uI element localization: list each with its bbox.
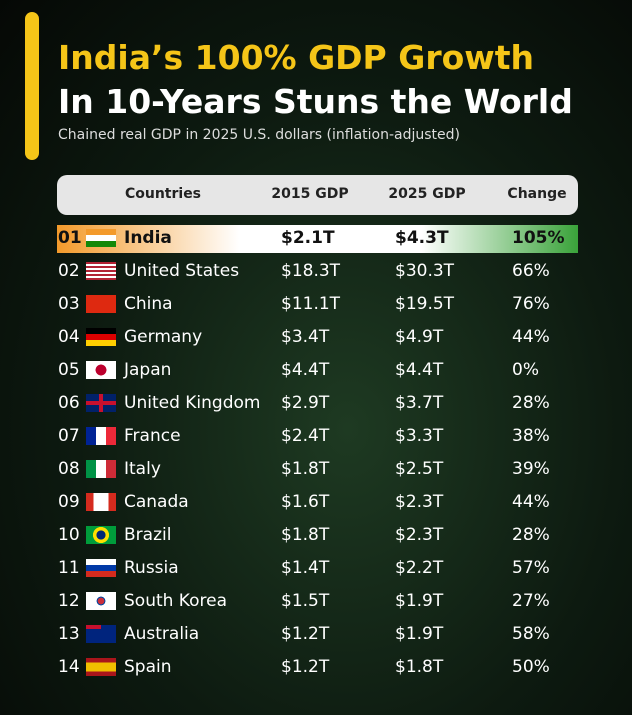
flag-icon [86,427,116,445]
gdp-value: $30.3T [395,261,455,281]
flag-icon [86,559,116,577]
column-header: 2015 GDP [271,186,349,202]
subtitle: Chained real GDP in 2025 U.S. dollars (i… [58,127,460,143]
gdp-value: $2.1T [281,228,335,248]
flag-icon [86,460,116,478]
flag-icon [86,658,116,676]
flag-icon [86,361,116,379]
table-header [57,175,578,215]
gdp-value: $2.4T [281,426,330,446]
column-header: 2025 GDP [388,186,466,202]
gdp-value: $2.2T [395,558,444,578]
gdp-value: $2.9T [281,393,330,413]
title: In 10-Years Stuns the World [58,82,573,121]
flag-icon [86,625,116,643]
country-name: India [124,228,172,248]
gdp-value: $3.7T [395,393,444,413]
gdp-value: $18.3T [281,261,341,281]
change: 39% [512,459,550,479]
gdp-value: $11.1T [281,294,341,314]
gdp-value: $1.5T [281,591,330,611]
change: 105% [512,228,565,248]
change: 57% [512,558,550,578]
gdp-value: $1.2T [281,657,330,677]
rank: 05 [58,360,80,380]
rank: 11 [58,558,80,578]
flag-icon [86,394,116,412]
country-name: Japan [124,360,172,380]
change: 38% [512,426,550,446]
country-name: Russia [124,558,179,578]
country-name: China [124,294,173,314]
change: 0% [512,360,539,380]
country-name: Germany [124,327,203,347]
country-name: Australia [124,624,200,644]
change: 27% [512,591,550,611]
country-name: Spain [124,657,172,677]
gdp-value: $2.5T [395,459,444,479]
gdp-value: $1.4T [281,558,330,578]
flag-icon [86,262,116,280]
accent-bar [25,12,39,160]
highlight-row [57,225,578,253]
gdp-value: $1.8T [395,657,444,677]
gdp-value: $3.4T [281,327,330,347]
change: 44% [512,327,550,347]
gdp-value: $1.9T [395,624,444,644]
column-header: Countries [124,186,202,202]
change: 76% [512,294,550,314]
country-name: Brazil [124,525,172,545]
flag-icon [86,592,116,610]
change: 28% [512,393,550,413]
gdp-value: $4.9T [395,327,444,347]
gdp-value: $1.9T [395,591,444,611]
gdp-value: $4.3T [395,228,449,248]
gdp-value: $1.6T [281,492,330,512]
rank: 09 [58,492,80,512]
rank: 01 [58,228,82,248]
rank: 10 [58,525,80,545]
gdp-value: $19.5T [395,294,455,314]
change: 58% [512,624,550,644]
rank: 13 [58,624,80,644]
gdp-value: $1.8T [281,459,330,479]
flag-icon [86,328,116,346]
gdp-value: $4.4T [395,360,444,380]
country-name: South Korea [124,591,228,611]
gdp-value: $2.3T [395,492,444,512]
flag-icon [86,493,116,511]
rank: 07 [58,426,80,446]
country-name: United Kingdom [124,393,261,413]
change: 50% [512,657,550,677]
flag-icon [86,295,116,313]
gdp-value: $1.2T [281,624,330,644]
change: 44% [512,492,550,512]
gdp-value: $2.3T [395,525,444,545]
flag-icon [86,229,116,247]
country-name: France [124,426,181,446]
country-name: Canada [124,492,189,512]
rank: 02 [58,261,80,281]
rank: 14 [58,657,80,677]
gdp-value: $4.4T [281,360,330,380]
column-header: Change [507,186,567,202]
rank: 03 [58,294,80,314]
change: 66% [512,261,550,281]
flag-icon [86,526,116,544]
rank: 06 [58,393,80,413]
country-name: Italy [124,459,161,479]
change: 28% [512,525,550,545]
country-name: United States [124,261,240,281]
rank: 04 [58,327,80,347]
gdp-value: $3.3T [395,426,444,446]
gdp-value: $1.8T [281,525,330,545]
rank: 12 [58,591,80,611]
rank: 08 [58,459,80,479]
title: India’s 100% GDP Growth [58,38,535,77]
